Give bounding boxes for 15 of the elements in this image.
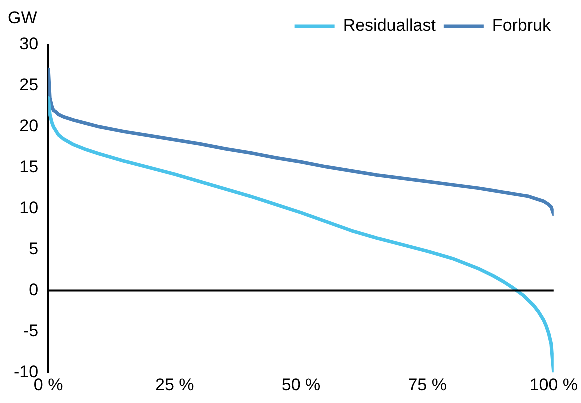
x-tick-label: 50 % — [282, 375, 321, 394]
y-tick-label: 0 — [29, 280, 39, 300]
y-tick-label: 25 — [20, 76, 39, 95]
x-tick-label: 25 % — [156, 375, 194, 394]
y-tick-label: 10 — [20, 198, 39, 218]
y-tick-label: -5 — [23, 321, 39, 340]
y-tick-label: 20 — [20, 116, 39, 136]
legend-label: Forbruk — [492, 16, 552, 36]
legend-label: Residuallast — [343, 16, 436, 36]
y-tick-label: 30 — [20, 34, 39, 54]
y-axis-title: GW — [8, 8, 38, 28]
x-tick-label: 100 % — [530, 375, 578, 394]
x-tick-label: 75 % — [408, 375, 447, 394]
y-tick-label: 15 — [20, 158, 39, 177]
y-tick-label: 5 — [29, 239, 39, 258]
